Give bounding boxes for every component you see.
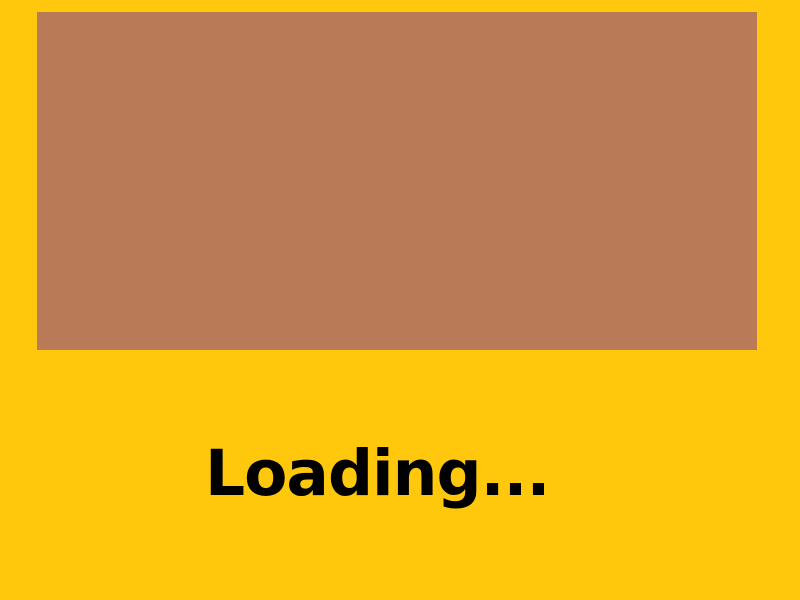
banner-placeholder	[37, 12, 757, 350]
loading-text: Loading...	[205, 437, 550, 510]
